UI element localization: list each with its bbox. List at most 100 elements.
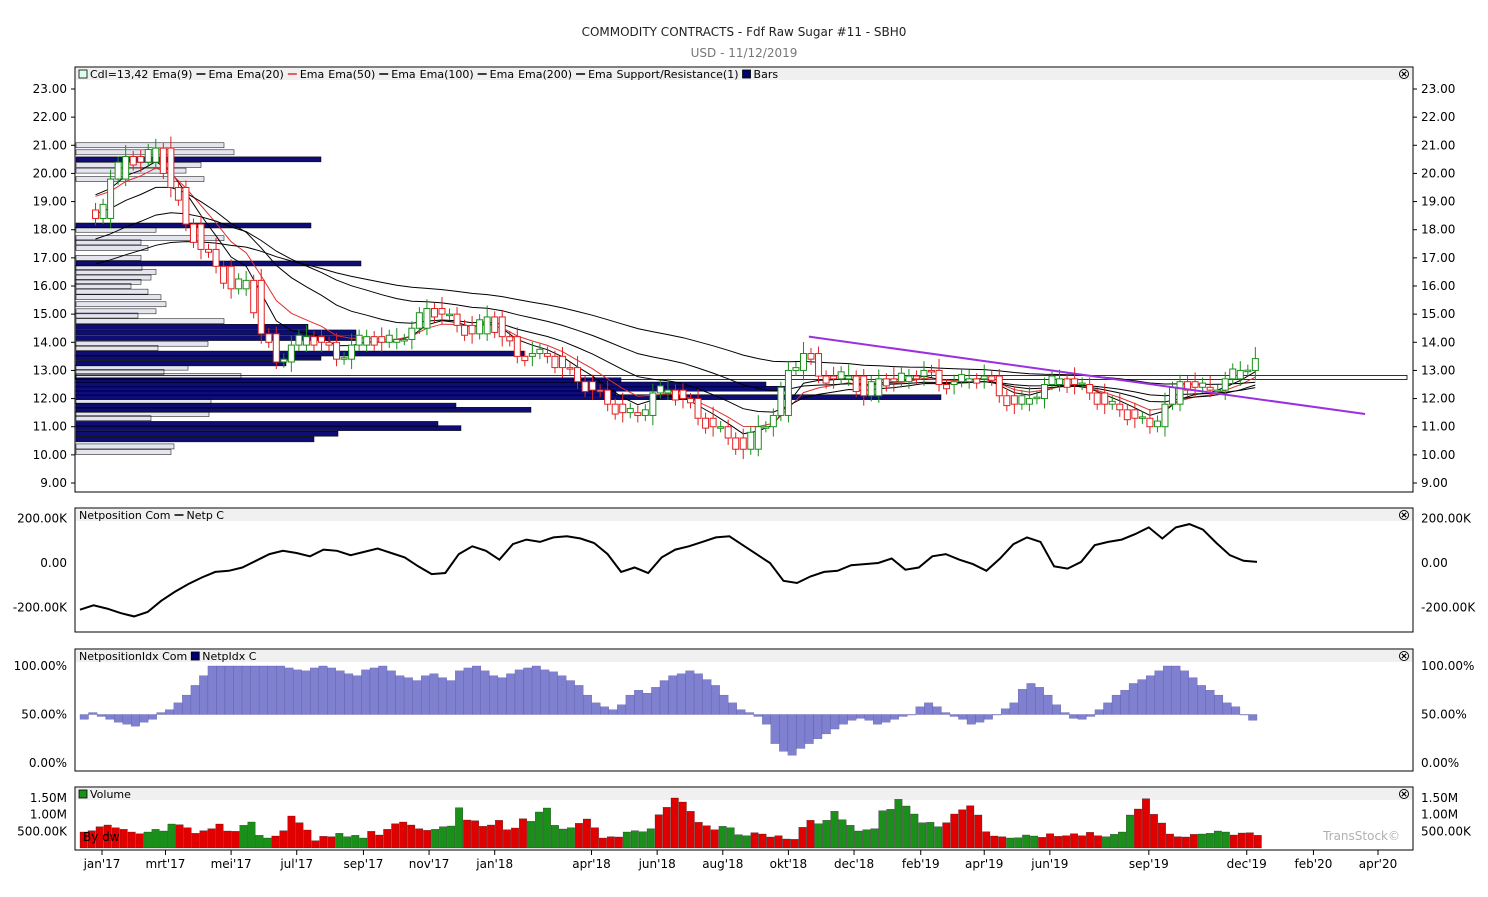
y-tick-label-right: 23.00	[1421, 82, 1455, 96]
candle-body	[1108, 400, 1116, 405]
netidx-bar	[693, 673, 703, 715]
candle-body	[483, 316, 491, 335]
netidx-bar	[258, 665, 268, 715]
x-tick-label: jun'18	[638, 857, 676, 871]
candle-body	[400, 338, 408, 342]
candle-body	[543, 353, 551, 357]
volume-bar	[798, 827, 807, 849]
support-resistance-bar	[75, 279, 142, 285]
candle-body	[739, 437, 747, 450]
support-resistance-bar	[75, 288, 149, 295]
volume-bar	[974, 814, 983, 849]
netidx-bar	[1214, 694, 1224, 715]
netidx-bar	[1086, 714, 1096, 717]
volume-bar	[1245, 832, 1254, 849]
volume-bar	[638, 831, 647, 849]
y-tick-label-right: 50.00%	[1421, 708, 1467, 722]
y-tick-label-right: 100.00%	[1421, 659, 1474, 673]
volume-bar	[183, 827, 192, 849]
volume-bar	[1110, 834, 1118, 849]
netidx-bar	[113, 714, 123, 723]
volume-bar	[207, 828, 216, 849]
support-resistance-bar	[75, 235, 225, 241]
volume-overlay-text: By dw	[83, 830, 120, 844]
netidx-bar	[395, 675, 405, 715]
volume-bar	[175, 824, 184, 849]
candle-body	[830, 375, 838, 380]
netidx-bar	[873, 714, 882, 725]
netidx-bar	[1205, 690, 1215, 715]
netidx-bar	[557, 675, 567, 715]
candle-body	[1101, 392, 1109, 405]
candle-body	[498, 316, 506, 338]
candle-body	[152, 147, 160, 163]
support-resistance-bar	[75, 324, 309, 330]
netidx-bar	[1009, 702, 1019, 715]
volume-bar	[1142, 798, 1150, 849]
support-resistance-bar	[75, 312, 139, 319]
netidx-bar	[855, 714, 865, 719]
volume-bar	[998, 836, 1007, 849]
netidx-bar	[787, 714, 797, 756]
volume-bar	[1126, 814, 1134, 849]
y-tick-label-left: 12.00	[33, 392, 67, 406]
volume-bar	[886, 809, 895, 849]
candle-body	[317, 336, 325, 343]
volume-bar	[822, 820, 831, 849]
netidx-bar	[685, 670, 695, 715]
netidx-bar	[813, 714, 823, 739]
netidx-legend-bar	[76, 650, 1412, 662]
volume-bar	[79, 831, 88, 849]
netidx-bar	[233, 665, 243, 715]
volume-bar	[135, 833, 144, 849]
support-resistance-bar	[75, 449, 172, 455]
netidx-bar	[1060, 712, 1070, 715]
netidx-bar	[1111, 694, 1121, 715]
netidx-bar	[267, 665, 277, 715]
volume-bar	[1213, 830, 1222, 849]
netidx-bar	[361, 669, 371, 715]
candle-body	[679, 389, 687, 400]
netidx-bar	[344, 673, 354, 715]
candle-body	[709, 417, 717, 428]
netidx-bar	[881, 714, 891, 723]
volume-bar	[1046, 833, 1055, 849]
volume-bar	[87, 830, 96, 849]
y-tick-label-left: 10.00	[33, 448, 67, 462]
y-tick-label-right: 18.00	[1421, 223, 1455, 237]
netidx-bar	[224, 665, 234, 715]
volume-bar	[790, 839, 799, 849]
volume-bar	[1166, 833, 1174, 849]
candle-body	[265, 333, 273, 343]
support-resistance-bar	[75, 436, 315, 443]
close-icon-glyph	[1401, 71, 1407, 77]
volume-bar	[223, 830, 232, 849]
candle-body	[129, 156, 137, 166]
volume-bar	[319, 836, 328, 849]
netidx-bar	[864, 714, 874, 721]
netidx-bar	[676, 673, 686, 715]
volume-bar	[399, 821, 408, 849]
candle-body	[995, 375, 1003, 397]
support-resistance-bar	[75, 308, 157, 315]
candle-body	[973, 378, 981, 384]
volume-bar	[950, 813, 959, 849]
y-tick-label-left: 1.00M	[30, 808, 67, 822]
volume-bar	[159, 830, 168, 849]
volume-bar	[375, 834, 384, 849]
netidx-bar	[796, 714, 806, 749]
volume-bar	[726, 827, 735, 849]
candle-body	[867, 381, 875, 397]
support-resistance-bar	[75, 318, 225, 324]
netidx-bar	[753, 714, 763, 717]
volume-bar	[103, 824, 112, 849]
volume-bar	[774, 835, 783, 849]
candle-body	[1229, 368, 1237, 380]
candle-body	[671, 389, 679, 401]
candle-body	[1048, 375, 1056, 385]
volume-bar	[1070, 833, 1078, 849]
volume-bar	[606, 836, 615, 849]
netidx-bar	[1035, 687, 1044, 715]
y-tick-label-right: 16.00	[1421, 279, 1455, 293]
candle-body	[1169, 386, 1177, 405]
